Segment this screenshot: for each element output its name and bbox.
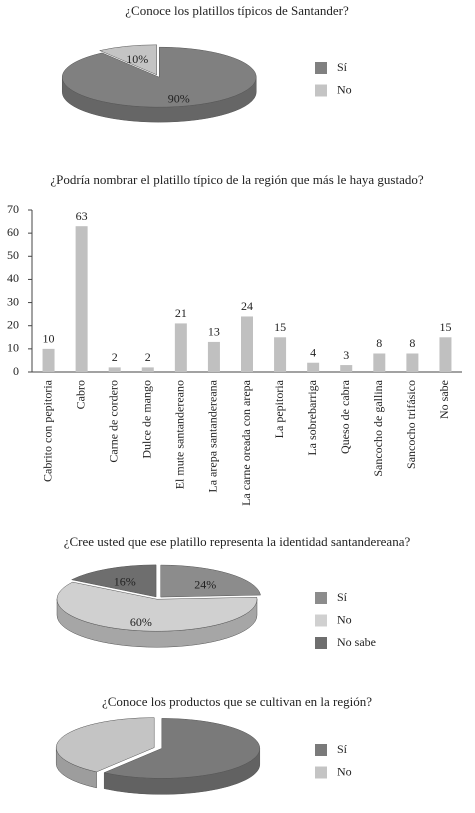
pie-slice	[55, 717, 155, 773]
bar-value-label: 2	[112, 350, 118, 364]
pie-slice	[61, 46, 257, 108]
legend-swatch	[315, 637, 327, 649]
chart-title: ¿Podría nombrar el platillo típico de la…	[50, 172, 424, 187]
bar-value-label: 8	[376, 336, 382, 350]
pie-slice	[70, 564, 157, 598]
pie-value-label: 16%	[114, 574, 136, 588]
bar	[108, 367, 121, 372]
bar-value-label: 10	[43, 332, 55, 346]
legend-swatch	[315, 744, 327, 756]
pie-slice	[56, 581, 258, 632]
legend-swatch	[315, 614, 327, 627]
pie-slice	[98, 44, 158, 76]
x-tick-label: Cabrito con pepitoria	[40, 379, 54, 482]
bar	[174, 323, 187, 372]
x-tick-label: El mute santandereano	[173, 380, 187, 489]
bar	[207, 341, 220, 372]
bar	[406, 353, 419, 372]
pie-value-label: 10%	[126, 52, 148, 66]
pie-value-label: 90%	[168, 91, 190, 105]
chart-title: ¿Conoce los productos que se cultivan en…	[102, 694, 372, 709]
legend-label: Sí	[337, 590, 348, 604]
y-tick-label: 30	[7, 294, 19, 308]
bar	[439, 337, 452, 372]
x-tick-label: Cabro	[73, 380, 87, 409]
bar-value-label: 13	[208, 325, 220, 339]
chart-title: ¿Conoce los platillos típicos de Santand…	[125, 3, 349, 18]
y-tick-label: 50	[7, 248, 19, 262]
y-tick-label: 60	[7, 225, 19, 239]
y-tick-label: 20	[7, 317, 19, 331]
x-tick-label: La pepitoria	[272, 379, 286, 438]
bar-value-label: 2	[145, 350, 151, 364]
legend-label: Sí	[337, 60, 348, 74]
y-tick-label: 40	[7, 271, 19, 285]
bar-value-label: 3	[343, 348, 349, 362]
bar-value-label: 8	[409, 336, 415, 350]
chart-title: ¿Cree usted que ese platillo representa …	[64, 534, 411, 549]
pie-slice	[160, 564, 261, 598]
legend-swatch	[315, 84, 327, 97]
bar-value-label: 4	[310, 345, 316, 359]
bar-value-label: 63	[76, 209, 88, 223]
bar	[274, 337, 287, 372]
legend-label: No	[337, 612, 352, 626]
bar	[307, 362, 320, 372]
bar	[141, 367, 154, 372]
bar	[373, 353, 386, 372]
pie-slice	[103, 718, 261, 779]
legend-label: No sabe	[337, 635, 376, 649]
x-tick-label: No sabe	[437, 380, 451, 419]
x-tick-label: La carne oreada con arepa	[239, 379, 253, 506]
x-tick-label: Carne de cordero	[106, 380, 120, 463]
y-tick-label: 70	[7, 202, 19, 216]
bar-value-label: 21	[175, 306, 187, 320]
legend-swatch	[315, 766, 327, 779]
x-tick-label: La arepa santandereana	[206, 379, 220, 492]
legend-swatch	[315, 592, 327, 604]
pie-value-label: 24%	[194, 578, 216, 592]
y-tick-label: 10	[7, 341, 19, 355]
bar	[241, 316, 253, 372]
bar	[75, 226, 88, 372]
bar	[42, 348, 55, 372]
pie-value-label: 60%	[130, 615, 152, 629]
legend-label: No	[337, 82, 352, 96]
bar-value-label: 15	[439, 320, 451, 334]
legend-swatch	[315, 62, 327, 74]
x-tick-label: Dulce de mango	[140, 380, 154, 459]
bar	[340, 365, 353, 372]
x-tick-label: La sobrebarriga	[305, 379, 319, 455]
bar-value-label: 24	[241, 299, 253, 313]
x-tick-label: Sancocho trifásico	[404, 380, 418, 469]
legend-label: Sí	[337, 742, 348, 756]
bar-value-label: 15	[274, 320, 286, 334]
x-tick-label: Sancocho de gallina	[371, 379, 385, 476]
y-tick-label: 0	[13, 364, 19, 378]
x-tick-label: Queso de cabra	[338, 379, 352, 454]
legend-label: No	[337, 764, 352, 778]
